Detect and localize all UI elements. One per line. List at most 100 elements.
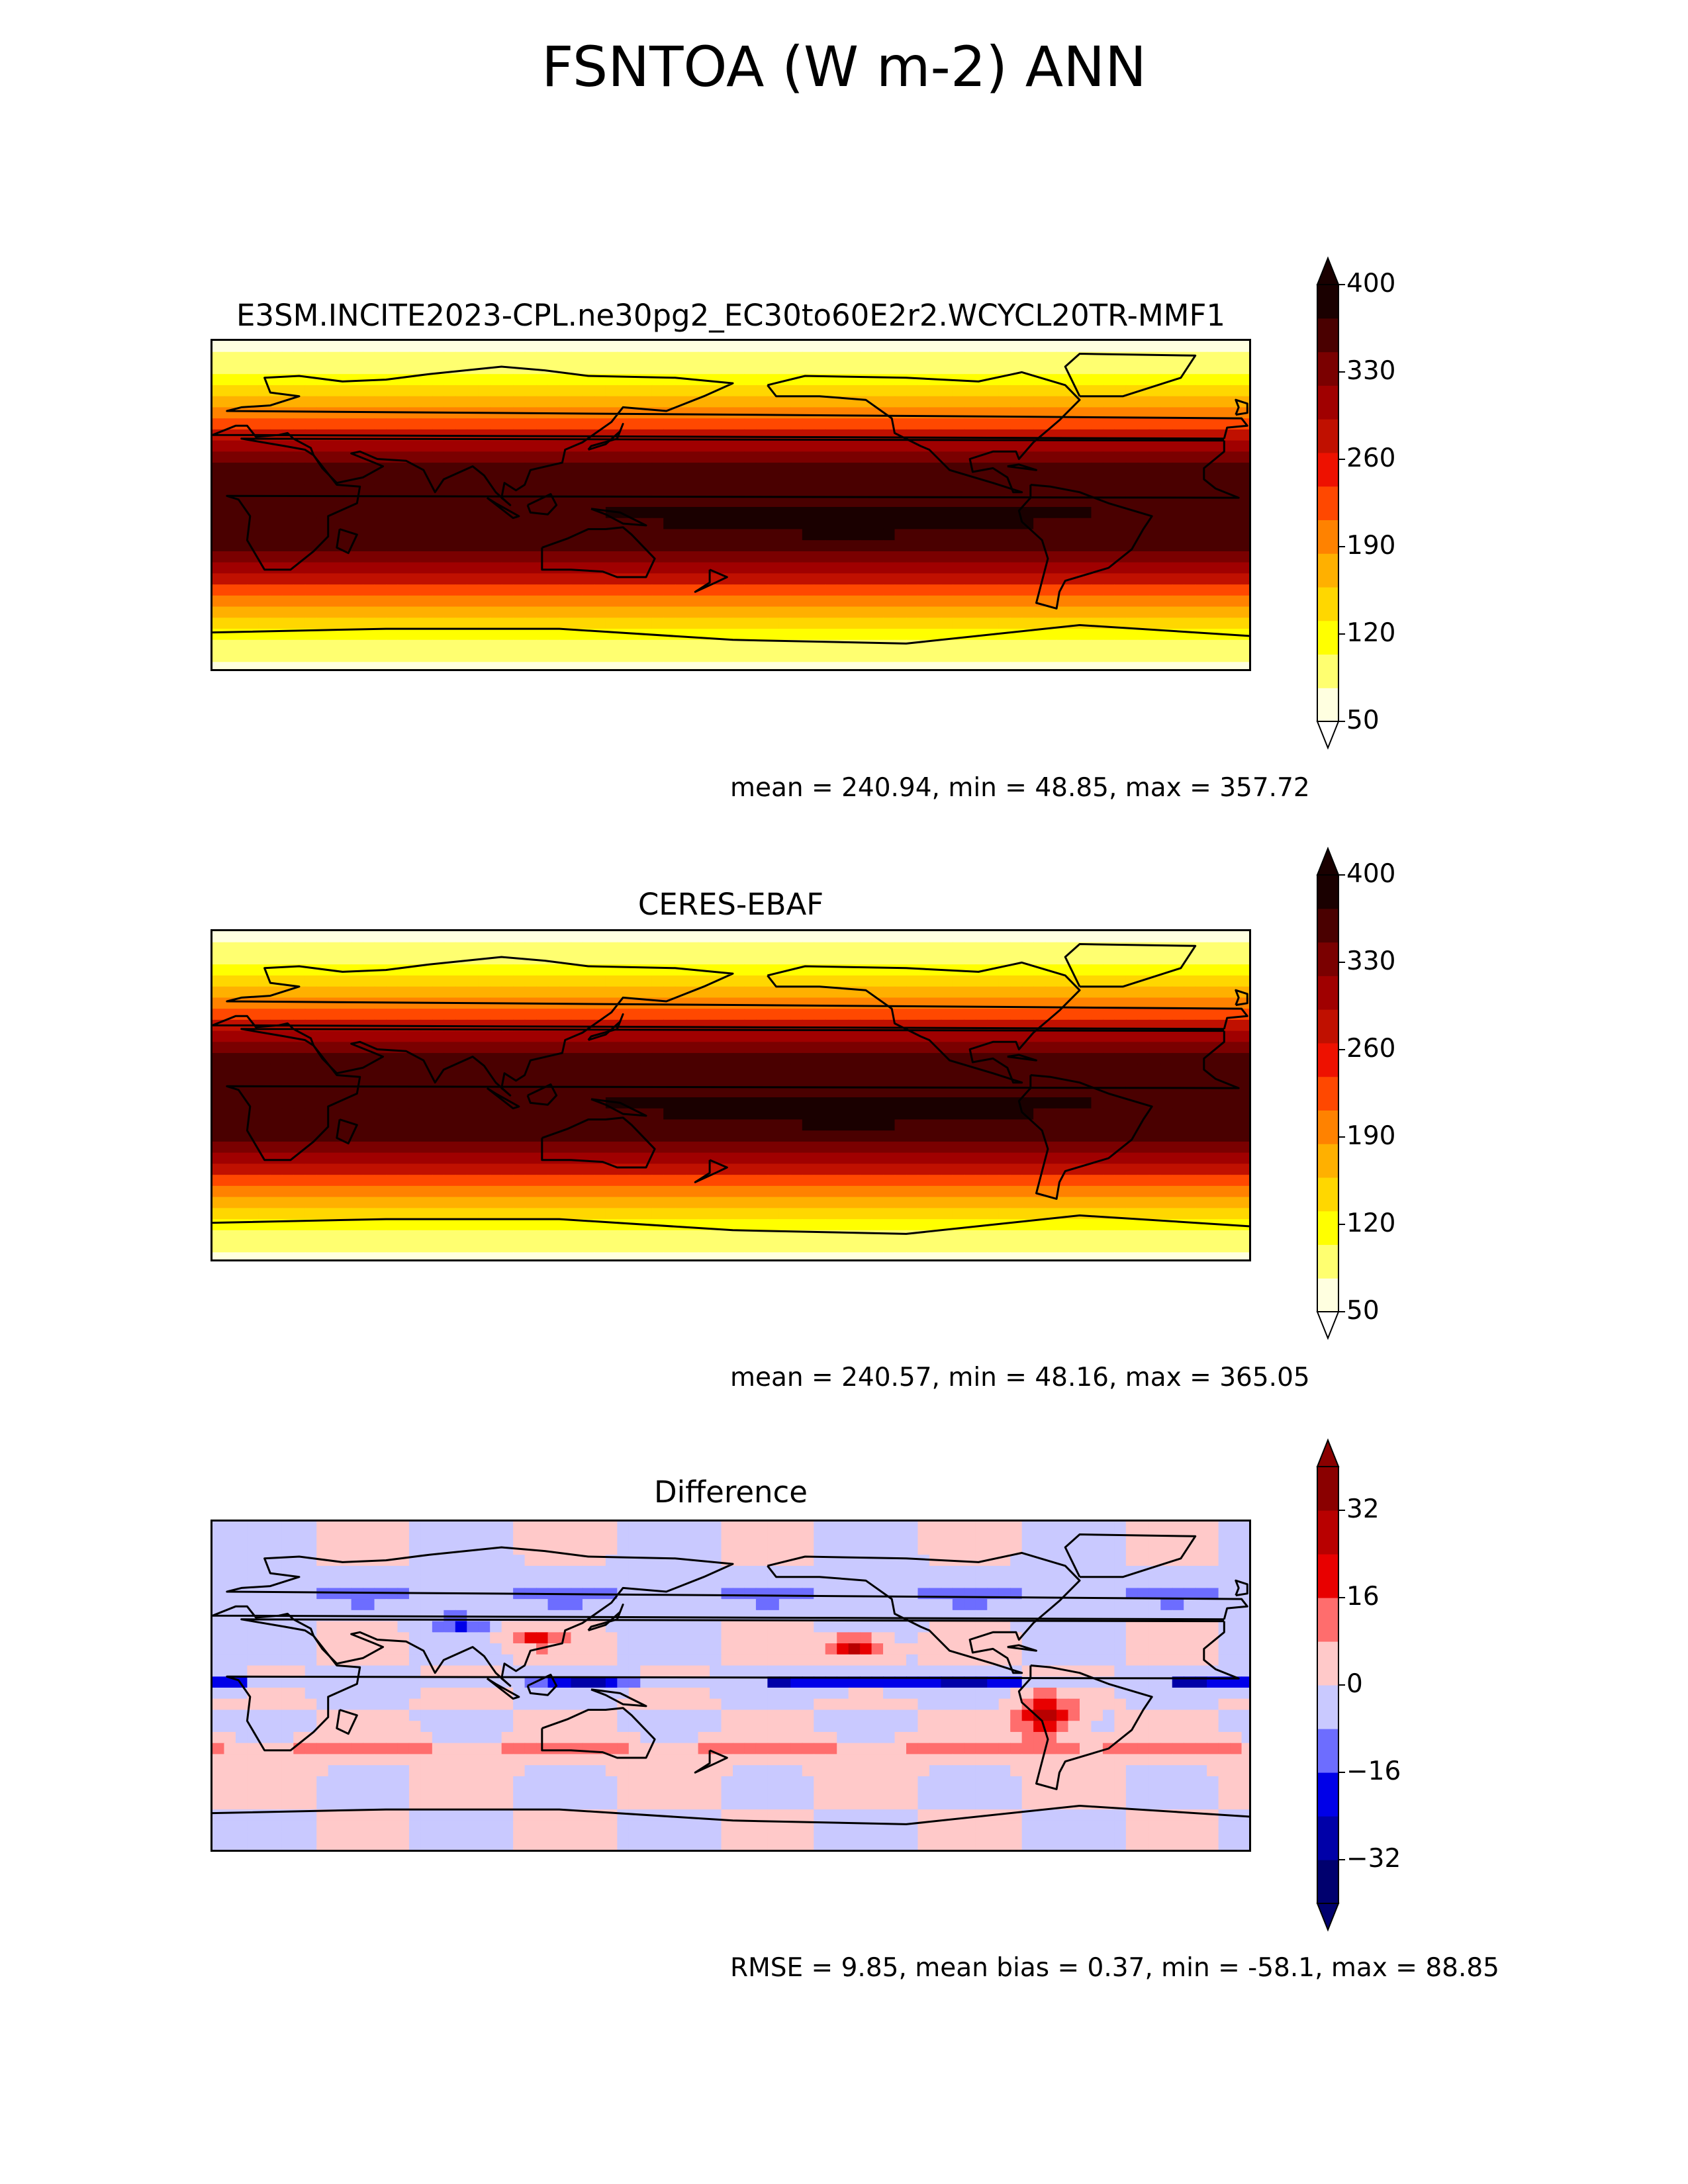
field-cell xyxy=(582,473,595,486)
field-cell xyxy=(929,595,942,608)
field-cell xyxy=(408,953,422,965)
field-cell xyxy=(1230,529,1243,541)
field-cell xyxy=(605,662,618,669)
field-cell xyxy=(316,942,329,954)
field-cell xyxy=(906,374,919,386)
field-cell xyxy=(998,629,1011,641)
field-cell xyxy=(952,1130,965,1142)
field-cell xyxy=(501,964,514,976)
field-cell xyxy=(1114,606,1127,619)
field-cell xyxy=(651,518,664,530)
field-cell xyxy=(1195,507,1207,519)
field-cell xyxy=(420,629,433,641)
field-cell xyxy=(420,562,433,574)
field-cell xyxy=(1207,1053,1219,1065)
field-cell xyxy=(675,651,687,663)
field-cell xyxy=(929,484,942,497)
field-cell xyxy=(397,953,410,965)
field-cell xyxy=(224,953,236,965)
field-cell xyxy=(675,975,687,987)
field-cell xyxy=(328,1197,340,1209)
field-cell xyxy=(1230,473,1243,486)
field-cell xyxy=(929,1141,942,1154)
field-cell xyxy=(640,1075,653,1087)
field-cell xyxy=(952,1175,965,1187)
field-cell xyxy=(374,507,387,519)
field-cell xyxy=(698,1053,710,1065)
field-cell xyxy=(755,562,769,574)
field-cell xyxy=(1149,473,1162,486)
coastline xyxy=(1017,484,1153,610)
field-cell xyxy=(316,451,329,463)
field-cell xyxy=(894,1097,907,1109)
field-cell xyxy=(975,662,988,669)
field-cell xyxy=(790,451,803,463)
field-cell xyxy=(328,451,340,463)
field-cell xyxy=(894,606,907,619)
field-cell xyxy=(790,1152,803,1165)
field-cell xyxy=(408,518,422,530)
field-cell xyxy=(351,1108,363,1120)
field-cell xyxy=(917,1009,930,1021)
field-cell xyxy=(917,540,930,552)
field-cell xyxy=(397,418,410,430)
field-cell xyxy=(663,1009,676,1021)
field-cell xyxy=(582,363,595,375)
field-cell xyxy=(987,1030,1000,1043)
field-cell xyxy=(444,1141,456,1154)
field-cell xyxy=(559,540,572,552)
field-cell xyxy=(617,1185,630,1198)
field-cell xyxy=(1068,1185,1080,1198)
field-cell xyxy=(1010,573,1023,585)
field-cell xyxy=(444,451,456,463)
field-cell xyxy=(733,964,745,976)
field-cell xyxy=(571,463,583,475)
field-cell xyxy=(305,341,317,353)
field-cell xyxy=(894,964,907,976)
field-cell xyxy=(328,584,340,596)
field-cell xyxy=(952,595,965,608)
field-cell xyxy=(212,551,225,563)
field-cell xyxy=(917,496,930,508)
field-cell xyxy=(628,484,641,497)
field-cell xyxy=(617,1152,630,1165)
field-cell xyxy=(814,440,826,453)
field-cell xyxy=(675,440,687,453)
field-cell xyxy=(501,418,514,430)
field-cell xyxy=(778,562,792,574)
field-cell xyxy=(408,1119,422,1131)
field-cell xyxy=(224,1119,236,1131)
field-cell xyxy=(1230,551,1243,563)
field-cell xyxy=(1021,385,1034,397)
field-cell xyxy=(397,529,410,541)
field-cell xyxy=(328,629,340,641)
field-cell xyxy=(1114,374,1127,386)
field-cell xyxy=(1207,1108,1219,1120)
field-cell xyxy=(1125,484,1139,497)
coastline xyxy=(587,423,624,451)
field-cell xyxy=(721,1042,733,1054)
field-cell xyxy=(305,363,317,375)
field-cell xyxy=(617,942,630,954)
field-cell xyxy=(1137,1185,1150,1198)
field-cell xyxy=(374,418,387,430)
field-cell xyxy=(571,341,583,353)
field-cell xyxy=(316,953,329,965)
field-cell xyxy=(224,1175,236,1187)
field-cell xyxy=(848,1163,861,1175)
field-cell xyxy=(420,584,433,596)
field-cell xyxy=(536,363,549,375)
field-cell xyxy=(1137,651,1150,663)
field-cell xyxy=(1125,407,1139,419)
field-cell xyxy=(686,1053,699,1065)
field-cell xyxy=(744,651,757,663)
field-cell xyxy=(513,418,526,430)
field-cell xyxy=(651,385,664,397)
field-cell xyxy=(698,573,710,585)
field-cell xyxy=(1102,418,1115,430)
field-cell xyxy=(628,1075,641,1087)
field-cell xyxy=(975,351,988,364)
field-cell xyxy=(871,385,884,397)
field-cell xyxy=(432,617,445,629)
field-cell xyxy=(837,1130,849,1142)
